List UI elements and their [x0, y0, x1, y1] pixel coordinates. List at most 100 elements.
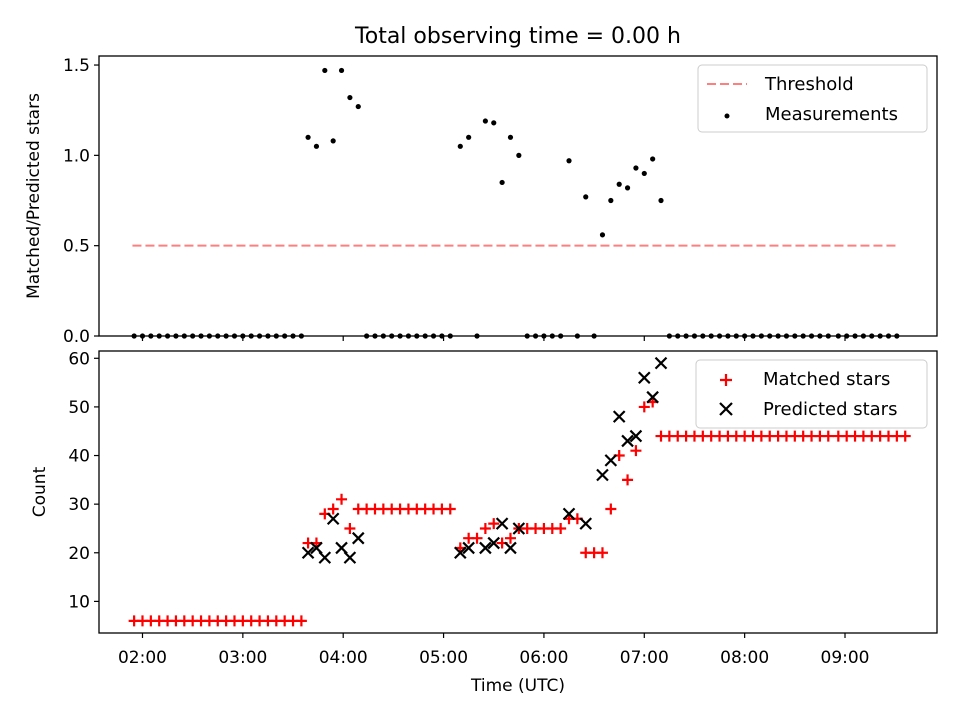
predicted-star-point: [512, 522, 526, 535]
top-y-ticks: 0.0 0.5 1.0 1.5: [63, 56, 99, 347]
predicted-star-point: [638, 371, 651, 385]
matched-star-point: [479, 522, 491, 534]
bottom-x-ticks: 02:00 03:00 04:00 05:00 06:00 07:00 08:00 09:00: [118, 633, 870, 668]
matched-star-point: [622, 474, 634, 486]
predicted-star-point: [454, 546, 467, 560]
bottom-legend-box: [695, 359, 928, 429]
measurement-point: [499, 179, 505, 186]
x-tick-label: 09:00: [821, 648, 870, 668]
measurement-point: [330, 138, 336, 144]
measurement-point: [516, 152, 522, 158]
measurement-point: [633, 165, 639, 171]
predicted-legend-label: Predicted stars: [763, 399, 897, 420]
predicted-star-point: [326, 512, 340, 526]
threshold-legend-label: Threshold: [764, 74, 854, 95]
measurement-point: [457, 143, 463, 149]
measurement-point: [583, 194, 589, 200]
matched-star-point: [327, 503, 339, 515]
bottom-y-tick-label: 20: [68, 544, 90, 564]
measurement-point: [608, 197, 614, 204]
matched-legend-marker: [720, 374, 732, 386]
bottom-panel: 10 20 30 40 50 60 02:00 03:00 04:00 05:00 06:00 07…: [30, 349, 938, 696]
top-legend-box: [697, 64, 928, 133]
predicted-star-point: [487, 536, 501, 550]
predicted-star-point: [646, 390, 659, 404]
x-axis-label: Time (UTC): [470, 676, 565, 696]
measurements-legend-marker: [724, 113, 730, 119]
predicted-star-point: [318, 551, 332, 564]
matched-star-point: [822, 430, 834, 442]
predicted-star-point: [629, 429, 643, 443]
predicted-star-point: [495, 517, 509, 530]
matched-star-point: [605, 503, 617, 515]
predicted-star-point: [654, 356, 668, 370]
matched-star-point: [596, 547, 608, 559]
predicted-star-point: [579, 517, 593, 530]
top-panel: 0.0 0.5 1.0 1.5 Matched/Predicted stars Thr…: [24, 55, 938, 347]
matched-star-point: [471, 532, 483, 544]
predicted-star-point: [351, 531, 365, 545]
matched-legend-label: Matched stars: [763, 369, 890, 390]
bottom-plot-marks: [128, 356, 911, 627]
measurement-point: [338, 67, 345, 74]
bottom-y-tick-label: 60: [68, 349, 90, 369]
x-tick-label: 04:00: [319, 648, 368, 668]
measurement-point: [466, 134, 472, 140]
x-tick-label: 07:00: [620, 648, 669, 668]
measurement-point: [355, 103, 361, 110]
top-y-tick-label: 1.0: [63, 146, 90, 166]
measurement-point: [624, 185, 631, 191]
matched-star-point: [344, 522, 356, 534]
matched-star-point: [295, 615, 307, 627]
matched-star-point: [444, 503, 456, 515]
x-tick-label: 08:00: [720, 648, 769, 668]
bottom-y-ticks: 10 20 30 40 50 60: [68, 349, 99, 612]
measurement-point: [658, 197, 664, 204]
top-axes-frame: [98, 55, 938, 337]
measurement-point: [599, 232, 606, 238]
matched-star-point: [336, 493, 348, 505]
top-legend: Threshold Measurements: [697, 64, 928, 133]
predicted-star-point: [621, 434, 634, 448]
measurement-point: [650, 156, 656, 162]
bottom-y-tick-label: 50: [68, 398, 90, 418]
matched-star-point: [555, 522, 567, 534]
top-x-ticks: [141, 336, 846, 341]
bottom-legend: Matched stars Predicted stars: [695, 359, 928, 429]
matched-star-point: [504, 532, 516, 544]
predicted-star-point: [462, 541, 475, 555]
measurement-point: [322, 67, 328, 74]
bottom-y-tick-label: 30: [68, 495, 90, 515]
matched-star-point: [899, 430, 911, 442]
measurement-point: [491, 120, 497, 126]
x-tick-label: 02:00: [118, 648, 167, 668]
bottom-y-axis-label: Count: [30, 466, 50, 517]
top-y-tick-label: 0.5: [63, 237, 90, 257]
x-tick-label: 06:00: [519, 648, 568, 668]
predicted-star-point: [343, 551, 357, 564]
predicted-star-point: [301, 546, 315, 560]
predicted-legend-marker: [719, 402, 733, 416]
measurement-point: [305, 134, 311, 140]
measurements-legend-label: Measurements: [765, 104, 898, 125]
predicted-star-point: [479, 541, 492, 555]
measurement-point: [566, 158, 572, 164]
predicted-star-point: [562, 507, 576, 521]
top-y-tick-label: 1.5: [63, 56, 90, 76]
matched-star-point: [638, 401, 650, 413]
measurement-point: [507, 134, 514, 140]
measurement-point: [347, 94, 353, 101]
predicted-star-point: [604, 454, 618, 467]
x-tick-label: 03:00: [218, 648, 267, 668]
measurement-point: [616, 181, 622, 187]
top-y-tick-label: 0.0: [63, 327, 90, 347]
top-y-axis-label: Matched/Predicted stars: [24, 93, 44, 299]
measurement-point: [641, 170, 647, 177]
matched-star-point: [630, 445, 642, 457]
measurement-point: [482, 118, 488, 124]
predicted-star-point: [612, 410, 626, 423]
predicted-star-point: [596, 468, 609, 482]
figure-title: Total observing time = 0.00 h: [354, 24, 681, 49]
x-tick-label: 05:00: [419, 648, 468, 668]
